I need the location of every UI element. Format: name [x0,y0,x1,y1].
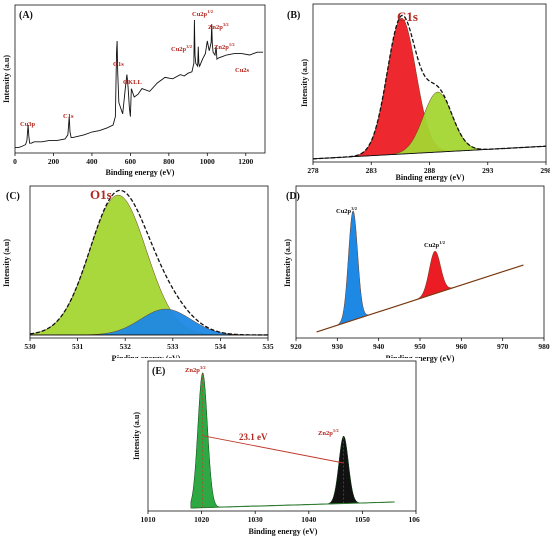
panel-e-baseline [190,501,395,509]
panel-e-peak-1 [190,372,395,509]
panel-b-xtick-label: 293 [482,166,494,175]
panel-d-xtick-label: 980 [538,342,550,351]
annot-cu2s: Cu2s [235,67,250,74]
panel-c-title: O1s [90,187,112,202]
panel-b-xlabel: Binding energy (eV) [396,173,465,182]
annot-e-zn2p32: Zn2p3/2 [185,365,206,374]
annot-okll: OKLL [123,79,142,86]
panel-d-ylabel: Intensity (a.u) [283,239,292,287]
panel-d-svg: (D) Cu2p3/2 Cu2p1/2 920 930 940 950 960 970 98… [283,185,550,363]
annot-cu2p32: Cu2p3/2 [171,44,193,53]
panel-e: (E) Zn2p3/2 Zn2p1/2 23.1 eV 1010 1020 1030… [115,358,424,537]
panel-e-xtick-label: 1060 [409,515,421,524]
panel-a-tag: (A) [19,10,33,21]
panel-a-svg: (A) 0 200 400 600 800 1000 1200 Cu3p C1s O1s O… [2,4,266,177]
panel-d-peak-1 [316,210,524,333]
panel-b-peak-2 [312,91,547,160]
panel-b-xtick-label: 298 [540,166,550,175]
energy-separation-label: 23.1 eV [239,432,268,442]
panel-d-baseline [316,264,524,333]
annot-zn2p12: Zn2p1/2 [214,42,235,51]
panel-d-xtick-label: 920 [290,342,302,351]
panel-e-ylabel: Intensity (a.u) [132,412,141,460]
annot-d-cu2p32: Cu2p3/2 [336,206,358,215]
panel-a-xtick-label: 600 [125,157,137,166]
panel-b-xtick-label: 278 [307,166,319,175]
panel-b-xtick-label: 288 [424,166,436,175]
panel-d: (D) Cu2p3/2 Cu2p1/2 920 930 940 950 960 970 98… [280,183,550,363]
panel-c-xtick-label: 535 [262,342,274,351]
panel-c-xtick-label: 530 [24,342,36,351]
panel-a-ylabel: Intensity (a.u) [2,55,11,103]
panel-b: (B) C1s 278 283 288 293 298 Binding energy (… [280,0,550,182]
panel-b-svg: (B) C1s 278 283 288 293 298 Binding energy (… [287,3,550,182]
panel-a-xlabel: Binding energy (eV) [106,168,175,177]
panel-b-envelope [312,14,547,160]
panel-c-tag: (C) [6,191,20,202]
panel-e-xlabel: Binding energy (eV) [249,527,318,536]
annot-d-cu2p12: Cu2p1/2 [424,240,446,249]
panel-b-tag: (B) [287,10,300,21]
panel-e-xtick-label: 1010 [141,515,156,524]
panel-d-xtick-label: 970 [497,342,509,351]
annot-o1s: O1s [113,61,124,68]
panel-e-svg: (E) Zn2p3/2 Zn2p1/2 23.1 eV 1010 1020 1030… [132,360,424,536]
annot-cu3p: Cu3p [20,121,36,128]
annot-e-zn2p12: Zn2p1/2 [318,428,339,437]
annot-zn2p32: Zn2p3/2 [208,22,229,31]
panel-a-xtick-label: 200 [48,157,60,166]
panel-d-xtick-label: 930 [332,342,344,351]
panel-a-xtick-label: 1200 [238,157,253,166]
panel-d-xtick-label: 940 [373,342,385,351]
panel-e-xtick-label: 1040 [301,515,316,524]
panel-e-xtick-label: 1020 [194,515,209,524]
energy-separation-line [202,435,344,464]
panel-a-xtick-label: 400 [86,157,98,166]
panel-d-xlabel: Binding energy (eV) [386,354,455,363]
panel-a: (A) 0 200 400 600 800 1000 1200 Cu3p C1s O1s O… [0,0,275,178]
panel-c-envelope [29,189,268,336]
panel-b-title: C1s [397,9,418,24]
panel-b-xtick-label: 283 [366,166,378,175]
panel-c-xtick-label: 532 [120,342,132,351]
panel-e-xtick-label: 1050 [355,515,370,524]
panel-d-tag: (D) [286,191,300,202]
panel-e-tag: (E) [152,366,165,377]
annot-c1s: C1s [63,113,74,120]
panel-c-xtick-label: 533 [167,342,179,351]
panel-a-xtick-label: 0 [13,157,17,166]
survey-spectrum-line [15,19,264,148]
panel-c-xtick-label: 534 [215,342,227,351]
panel-d-xtick-label: 950 [414,342,426,351]
panel-a-xtick-label: 1000 [200,157,215,166]
annot-cu2p12: Cu2p1/2 [192,9,214,18]
panel-e-peak-2 [190,435,395,509]
panel-d-xtick-label: 960 [456,342,468,351]
panel-e-xtick-label: 1030 [248,515,263,524]
panel-a-xtick-label: 800 [163,157,175,166]
panel-c-ylabel: Intensity (a.u) [2,239,11,287]
panel-c-xtick-label: 531 [72,342,84,351]
panel-b-ylabel: Intensity (a.u) [300,59,309,107]
